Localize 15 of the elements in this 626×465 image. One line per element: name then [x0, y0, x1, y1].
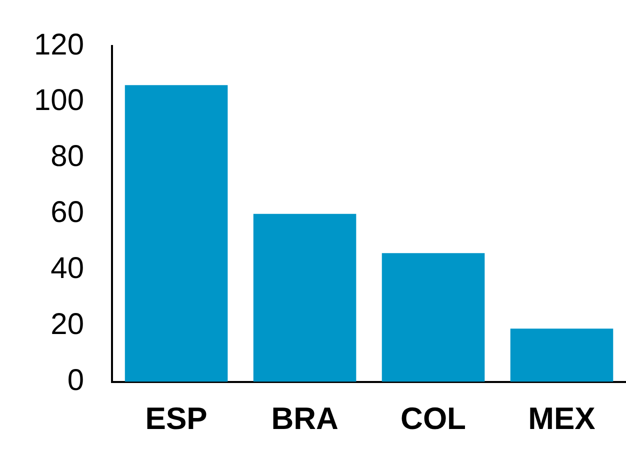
y-tick-label: 100: [34, 84, 84, 118]
x-tick-label: ESP: [145, 400, 208, 436]
x-tick-label: COL: [400, 400, 466, 436]
y-tick-label: 20: [50, 308, 84, 342]
y-tick-label: 40: [50, 252, 84, 286]
bar: [382, 253, 485, 382]
y-tick-label: 120: [34, 28, 84, 62]
bar: [124, 85, 228, 382]
x-tick-label: MEX: [528, 400, 596, 436]
y-tick-label: 60: [50, 196, 84, 230]
bar: [253, 214, 356, 382]
y-tick-label: 0: [67, 364, 84, 398]
y-tick-label: 80: [50, 140, 84, 174]
x-tick-label: BRA: [271, 400, 338, 436]
bar: [510, 328, 614, 382]
